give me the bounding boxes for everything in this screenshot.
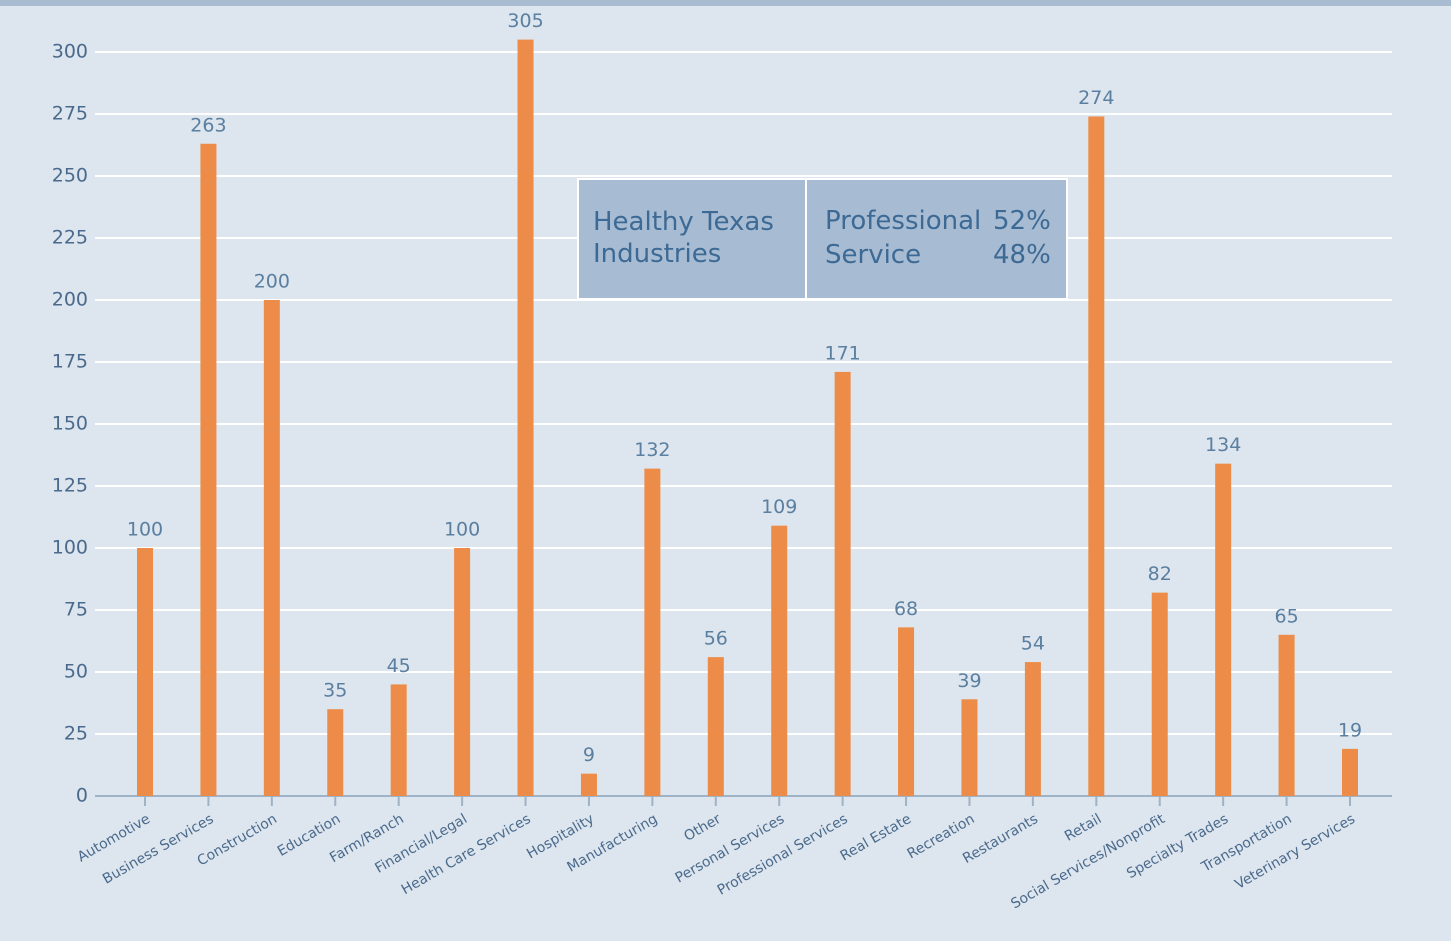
bar [1151, 592, 1168, 796]
value-label: 274 [1078, 87, 1114, 109]
row-value: 52% [993, 206, 1051, 236]
annotation-title: Healthy Texas Industries [579, 180, 807, 298]
bar [771, 525, 788, 796]
y-tick-label: 300 [52, 41, 88, 63]
value-label: 45 [387, 655, 411, 677]
value-label: 19 [1338, 719, 1362, 741]
bar [517, 39, 534, 797]
value-label: 132 [634, 439, 670, 461]
bar [580, 773, 597, 796]
y-tick-label: 225 [52, 227, 88, 249]
value-label: 100 [444, 519, 480, 541]
y-tick-label: 175 [52, 351, 88, 373]
bar [1088, 116, 1105, 797]
value-label: 305 [507, 10, 543, 32]
annotation-rows: Professional 52% Service 48% [807, 180, 1066, 298]
y-tick-label: 25 [64, 723, 88, 745]
annotation-row: Service 48% [825, 238, 1066, 272]
value-label: 109 [761, 496, 797, 518]
bar [1342, 748, 1358, 796]
bar [644, 468, 661, 796]
value-label: 263 [190, 114, 226, 136]
y-tick-label: 200 [52, 289, 88, 311]
value-label: 68 [894, 598, 918, 620]
bar [327, 709, 344, 796]
row-label: Professional [825, 206, 982, 236]
row-value: 48% [993, 240, 1051, 270]
y-tick-label: 0 [76, 785, 88, 807]
bar [1024, 662, 1041, 796]
x-tick-label: Real Estate [838, 811, 914, 864]
x-tick-label: Other [681, 811, 724, 845]
value-label: 35 [323, 680, 347, 702]
value-label: 82 [1148, 563, 1172, 585]
value-label: 200 [254, 271, 290, 293]
value-label: 9 [583, 744, 595, 766]
value-label: 171 [824, 342, 860, 364]
row-label: Service [825, 240, 922, 270]
bar [390, 684, 407, 796]
x-tick-label: Veterinary Services [1232, 811, 1358, 893]
value-label: 56 [704, 628, 728, 650]
y-tick-label: 275 [52, 103, 88, 125]
x-tick-label: Business Services [100, 811, 216, 887]
bar [961, 699, 978, 796]
value-label: 100 [127, 519, 163, 541]
bar [1215, 463, 1232, 796]
annotation-box: Healthy Texas Industries Professional 52%… [577, 178, 1068, 300]
bar [1278, 634, 1295, 796]
bar [263, 300, 280, 796]
bar [834, 371, 851, 796]
y-tick-label: 50 [64, 661, 88, 683]
x-tick-label: Retail [1062, 811, 1104, 845]
bar [200, 143, 217, 796]
y-tick-label: 150 [52, 413, 88, 435]
y-tick-label: 100 [52, 537, 88, 559]
value-label: 54 [1021, 633, 1045, 655]
y-tick-label: 125 [52, 475, 88, 497]
value-label: 39 [957, 670, 981, 692]
top-band [0, 0, 1451, 6]
annotation-row: Professional 52% [825, 204, 1066, 238]
bar [137, 548, 153, 796]
value-label: 65 [1274, 605, 1298, 627]
y-tick-label: 250 [52, 165, 88, 187]
value-label: 134 [1205, 434, 1241, 456]
y-tick-label: 75 [64, 599, 88, 621]
bar [898, 627, 915, 796]
bar [707, 657, 724, 796]
bar [454, 548, 471, 796]
